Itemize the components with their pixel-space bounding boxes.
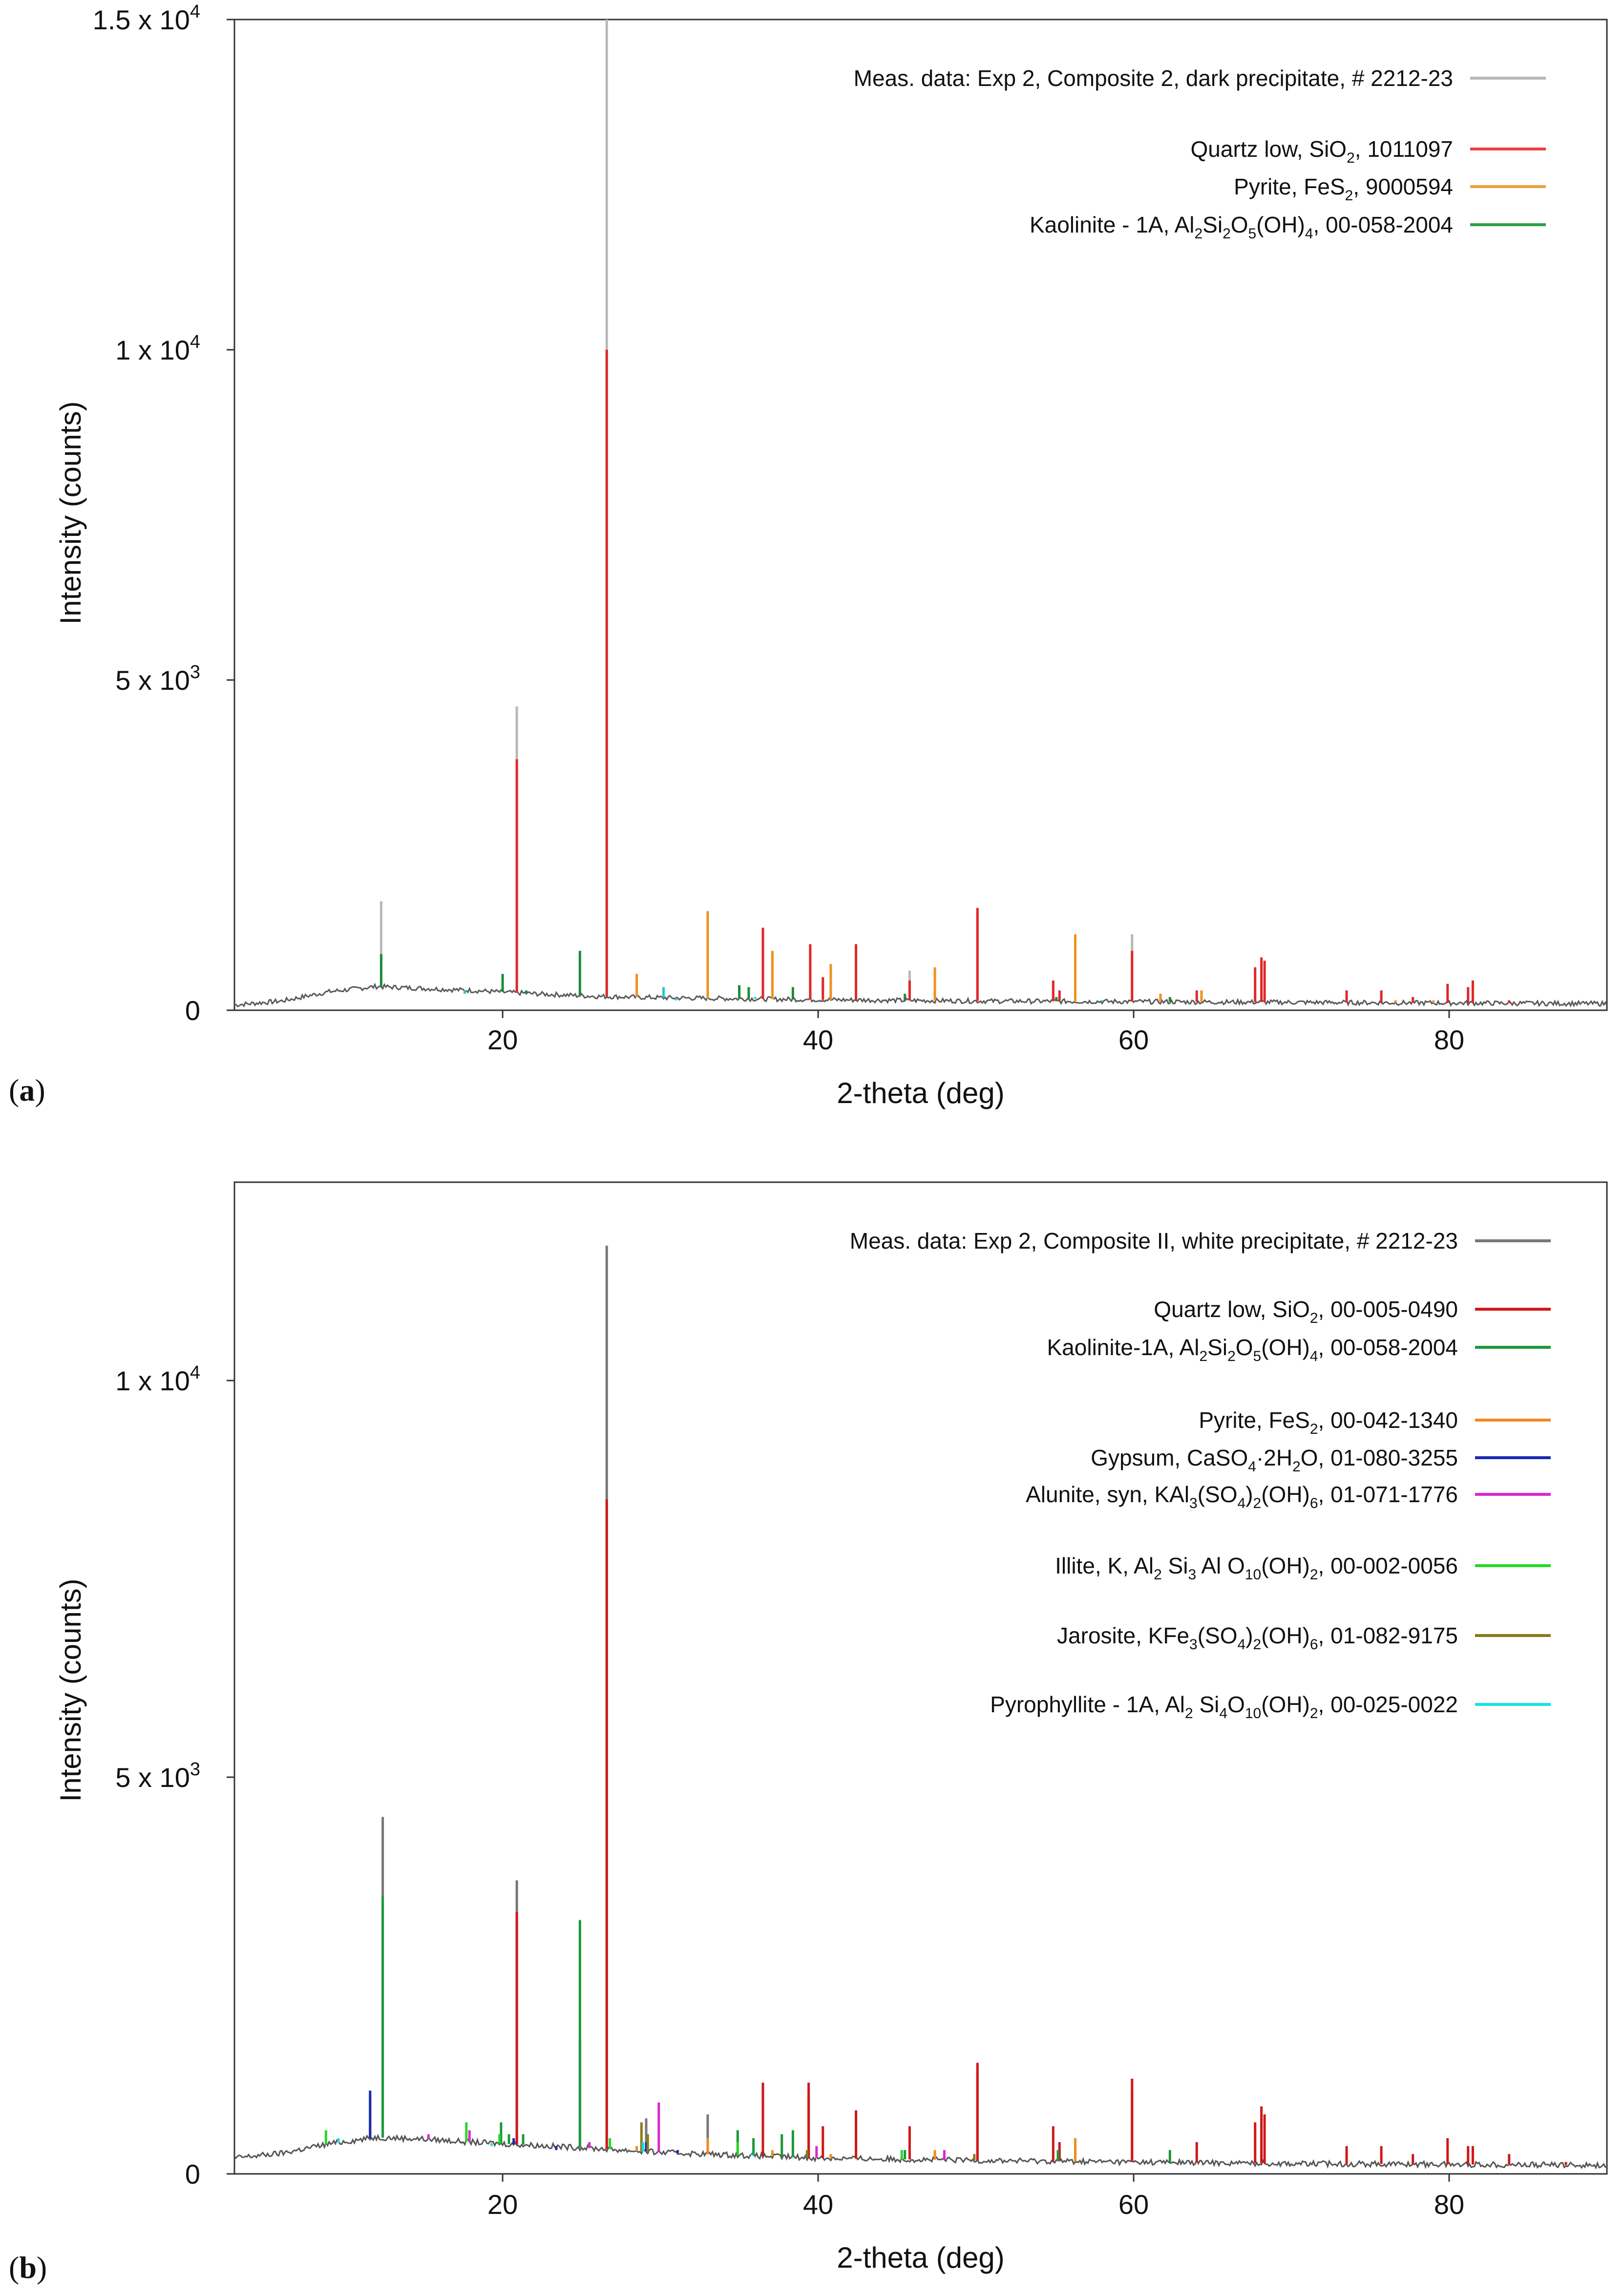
- measured-baseline: [234, 982, 1607, 1008]
- plot-area: [234, 1245, 1607, 2170]
- legend-label: Alunite, syn, KAl3(SO4)2(OH)6, 01-071-17…: [1026, 1482, 1458, 1511]
- legend-label: Meas. data: Exp 2, Composite 2, dark pre…: [854, 65, 1453, 91]
- legend-label: Quartz low, SiO2, 00-005-0490: [1154, 1297, 1458, 1326]
- plot-area: [234, 20, 1607, 1008]
- x-axis-title: 2-theta (deg): [837, 1077, 1005, 1109]
- chart-b: 20 40 60 80 0 5 x 103 1 x 104 2-theta (deg) Inte…: [54, 1181, 1608, 2274]
- x-tick-label: 20: [487, 2189, 518, 2220]
- y-axis-title: Intensity (counts): [54, 1579, 87, 1802]
- x-tick-label: 60: [1118, 2189, 1149, 2220]
- panel-label-a: (a): [9, 1073, 45, 1107]
- y-tick-label: 5 x 103: [115, 1759, 200, 1793]
- legend-label: Quartz low, SiO2, 1011097: [1191, 136, 1453, 166]
- legend-label: Pyrite, FeS2, 9000594: [1234, 174, 1453, 204]
- x-tick-label: 40: [803, 1024, 833, 1055]
- y-tick-label: 0: [185, 995, 200, 1026]
- legend-label: Kaolinite-1A, Al2Si2O5(OH)4, 00-058-2004: [1047, 1335, 1458, 1364]
- x-axis-title: 2-theta (deg): [837, 2241, 1005, 2274]
- legend-label: Jarosite, KFe3(SO4)2(OH)6, 01-082-9175: [1057, 1623, 1458, 1653]
- y-axis-title: Intensity (counts): [54, 402, 87, 625]
- measured-baseline: [234, 2133, 1607, 2170]
- legend-label: Gypsum, CaSO4·2H2O, 01-080-3255: [1091, 1445, 1458, 1475]
- plot-frame: [233, 1181, 1608, 2175]
- y-tick-label: 1 x 104: [115, 332, 200, 365]
- x-tick-label: 40: [803, 2189, 833, 2220]
- plot-frame: [233, 19, 1608, 1011]
- x-tick-label: 60: [1118, 1024, 1149, 1055]
- legend-label: Pyrophyllite - 1A, Al2 Si4O10(OH)2, 00-0…: [990, 1692, 1458, 1722]
- y-tick-label: 1 x 104: [115, 1362, 200, 1396]
- legend-label: Illite, K, Al2 Si3 Al O10(OH)2, 00-002-0…: [1055, 1553, 1458, 1583]
- y-tick-label: 5 x 103: [115, 662, 200, 696]
- legend-label: Kaolinite - 1A, Al2Si2O5(OH)4, 00-058-20…: [1030, 212, 1453, 242]
- x-tick-label: 80: [1434, 2189, 1464, 2220]
- y-tick-label: 1.5 x 104: [93, 1, 200, 35]
- legend-label: Meas. data: Exp 2, Composite II, white p…: [850, 1228, 1458, 1254]
- chart-a: 20 40 60 80 0 5 x 103 1 x 104 1.5 x 104 2-theta …: [54, 1, 1608, 1109]
- legend-label: Pyrite, FeS2, 00-042-1340: [1199, 1407, 1458, 1437]
- x-tick-label: 80: [1434, 1024, 1464, 1055]
- y-tick-label: 0: [185, 2159, 200, 2190]
- panel-label-b: (b): [9, 2250, 47, 2285]
- x-tick-label: 20: [487, 1024, 518, 1055]
